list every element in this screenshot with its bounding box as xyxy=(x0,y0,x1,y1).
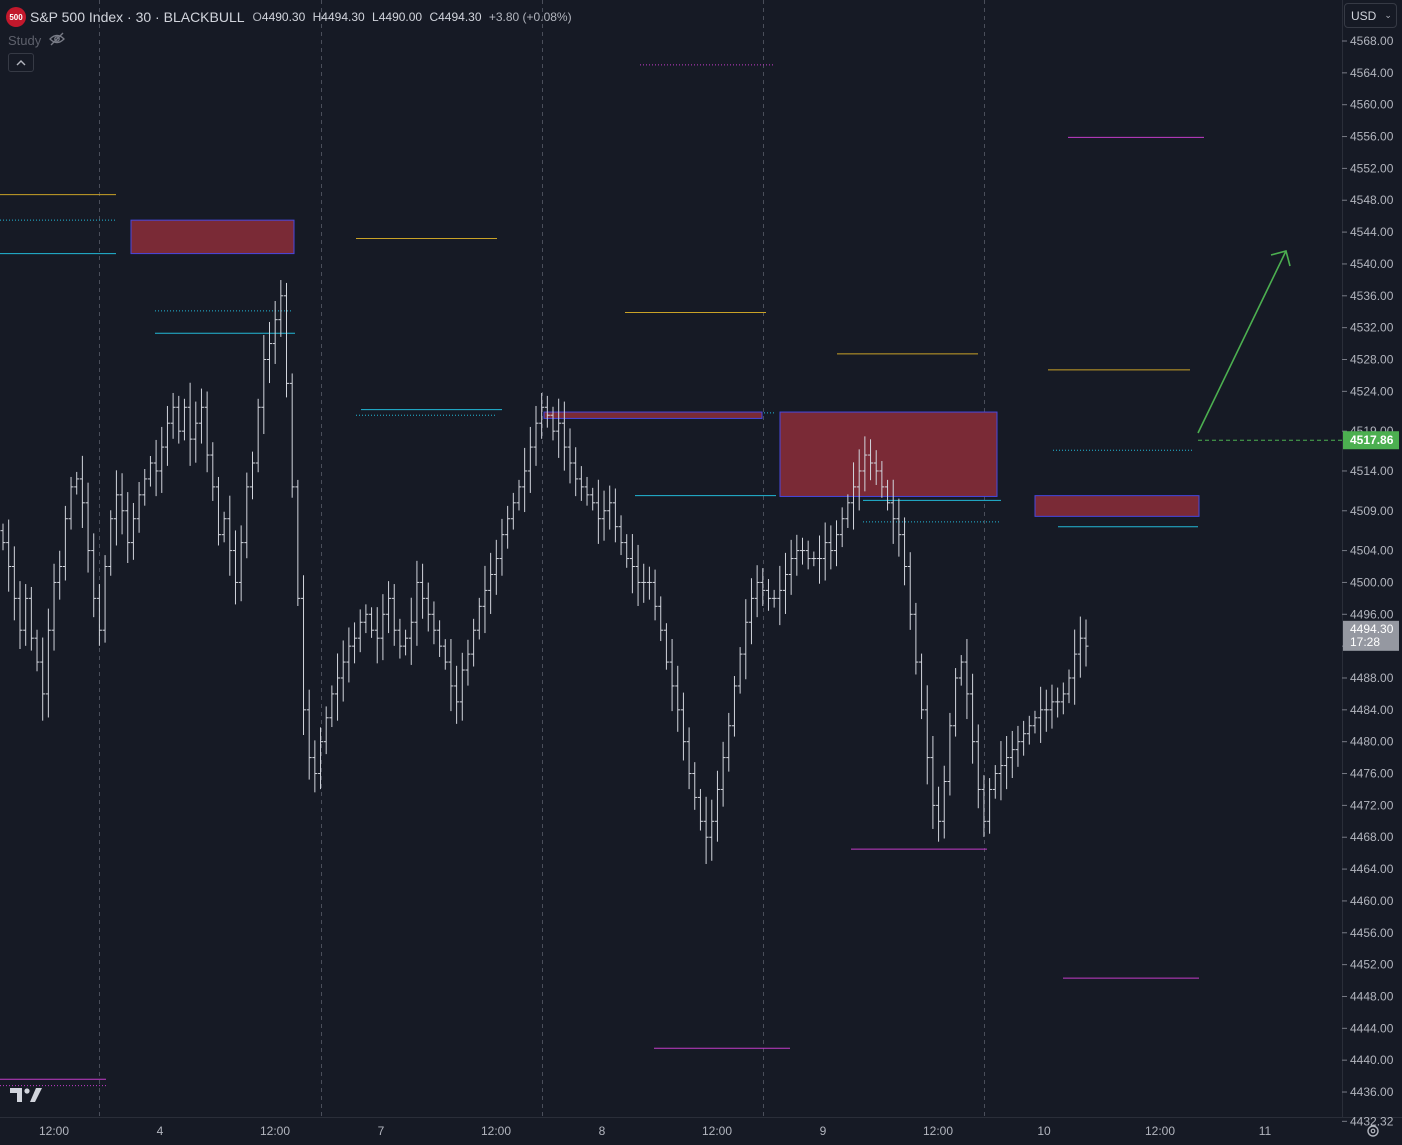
time-tick-label: 10 xyxy=(1037,1124,1051,1138)
price-bars xyxy=(0,280,1089,864)
gear-icon[interactable] xyxy=(1365,1123,1381,1144)
price-tick-label: 4524.00 xyxy=(1350,384,1394,398)
price-tick-label: 4556.00 xyxy=(1350,130,1394,144)
price-tick-label: 4536.00 xyxy=(1350,289,1394,303)
supply-zone-box[interactable] xyxy=(1034,495,1200,517)
price-tick-label: 4552.00 xyxy=(1350,161,1394,175)
price-tick-label: 4464.00 xyxy=(1350,862,1394,876)
price-axis[interactable]: 4568.00 4564.00 4560.00 4556.00 4552.00 4548.… xyxy=(1342,34,1394,1128)
price-tick-label: 4504.00 xyxy=(1350,544,1394,558)
price-tick-label: 4448.00 xyxy=(1350,989,1394,1003)
price-tick-label: 4468.00 xyxy=(1350,830,1394,844)
price-tick-label: 4432.32 xyxy=(1350,1114,1394,1128)
supply-zone-box[interactable] xyxy=(543,411,763,419)
price-tick-label: 4500.00 xyxy=(1350,575,1394,589)
chevron-down-icon: ⌄ xyxy=(1384,10,1392,20)
price-tick-label: 4514.00 xyxy=(1350,464,1394,478)
level-price-label: 4517.86 xyxy=(1350,433,1394,447)
bar-countdown-label: 17:28 xyxy=(1350,635,1380,649)
supply-zone-box[interactable] xyxy=(779,411,998,497)
time-tick-label: 12:00 xyxy=(481,1124,511,1138)
time-tick-label: 7 xyxy=(378,1124,385,1138)
open-value: 4490.30 xyxy=(261,10,306,24)
open-label: O xyxy=(252,10,262,24)
level-lines xyxy=(0,64,1204,1087)
high-label: H xyxy=(312,10,322,24)
study-legend[interactable]: Study xyxy=(8,32,66,49)
close-label: C xyxy=(429,10,439,24)
eye-off-icon[interactable] xyxy=(49,32,66,49)
price-tick-label: 4452.00 xyxy=(1350,958,1394,972)
time-tick-label: 12:00 xyxy=(1145,1124,1175,1138)
chevron-up-icon xyxy=(16,60,26,66)
price-tick-label: 4476.00 xyxy=(1350,767,1394,781)
currency-selector[interactable]: USD ⌄ xyxy=(1344,3,1397,28)
price-tick-label: 4436.00 xyxy=(1350,1085,1394,1099)
last-price-tag xyxy=(1343,620,1399,651)
symbol-legend[interactable]: 500 S&P 500 Index · 30 · BLACKBULL O4490… xyxy=(6,7,572,27)
price-tick-label: 4440.00 xyxy=(1350,1053,1394,1067)
price-tick-label: 4560.00 xyxy=(1350,98,1394,112)
study-label: Study xyxy=(8,33,42,48)
symbol-title[interactable]: S&P 500 Index · 30 · BLACKBULL xyxy=(30,9,245,25)
trend-arrow[interactable] xyxy=(1197,250,1342,441)
time-tick-label: 12:00 xyxy=(923,1124,953,1138)
price-tick-label: 4548.00 xyxy=(1350,193,1394,207)
time-tick-label: 12:00 xyxy=(39,1124,69,1138)
arrow-head xyxy=(1270,250,1291,267)
price-tick-label: 4540.00 xyxy=(1350,257,1394,271)
time-tick-label: 12:00 xyxy=(260,1124,290,1138)
low-label: L xyxy=(372,10,379,24)
ohlc-values: O4490.30 H4494.30 L4490.00 C4494.30 +3.8… xyxy=(253,10,572,24)
price-tick-label: 4544.00 xyxy=(1350,225,1394,239)
session-separators xyxy=(99,0,985,1117)
price-tick-label: 4488.00 xyxy=(1350,671,1394,685)
time-tick-label: 12:00 xyxy=(702,1124,732,1138)
price-tick-label: 4444.00 xyxy=(1350,1021,1394,1035)
close-value: 4494.30 xyxy=(438,10,482,24)
low-value: 4490.00 xyxy=(378,10,423,24)
symbol-logo-icon: 500 xyxy=(6,7,26,27)
currency-label: USD xyxy=(1351,8,1377,23)
price-tick-label: 4480.00 xyxy=(1350,735,1394,749)
level-price-tag xyxy=(1343,431,1399,450)
arrow-line[interactable] xyxy=(1197,250,1287,434)
price-tick-label: 4528.00 xyxy=(1350,352,1394,366)
price-tick-label: 4509.00 xyxy=(1350,504,1394,518)
high-value: 4494.30 xyxy=(321,10,365,24)
price-tick-label: 4484.00 xyxy=(1350,703,1394,717)
price-tick-label: 4456.00 xyxy=(1350,926,1394,940)
tradingview-logo-icon[interactable] xyxy=(10,1086,42,1109)
price-tick-label: 4568.00 xyxy=(1350,34,1394,48)
price-tick-label: 4472.00 xyxy=(1350,798,1394,812)
last-price-label: 4494.30 xyxy=(1350,622,1394,636)
time-tick-label: 8 xyxy=(599,1124,606,1138)
supply-zones[interactable] xyxy=(130,219,1200,517)
time-tick-label: 11 xyxy=(1259,1124,1272,1138)
time-tick-label: 4 xyxy=(157,1124,164,1138)
time-tick-label: 9 xyxy=(820,1124,827,1138)
price-tick-label: 4460.00 xyxy=(1350,894,1394,908)
change-value: +3.80 (+0.08%) xyxy=(488,10,572,24)
price-tick-label: 4564.00 xyxy=(1350,66,1394,80)
price-tick-label: 4496.00 xyxy=(1350,607,1394,621)
collapse-legend-button[interactable] xyxy=(8,53,34,72)
price-tick-label: 4532.00 xyxy=(1350,321,1394,335)
supply-zone-box[interactable] xyxy=(130,219,295,255)
time-axis[interactable]: 12:00 4 12:00 7 12:00 8 12:00 9 12:00 10 12:00 11 xyxy=(39,1124,1272,1138)
